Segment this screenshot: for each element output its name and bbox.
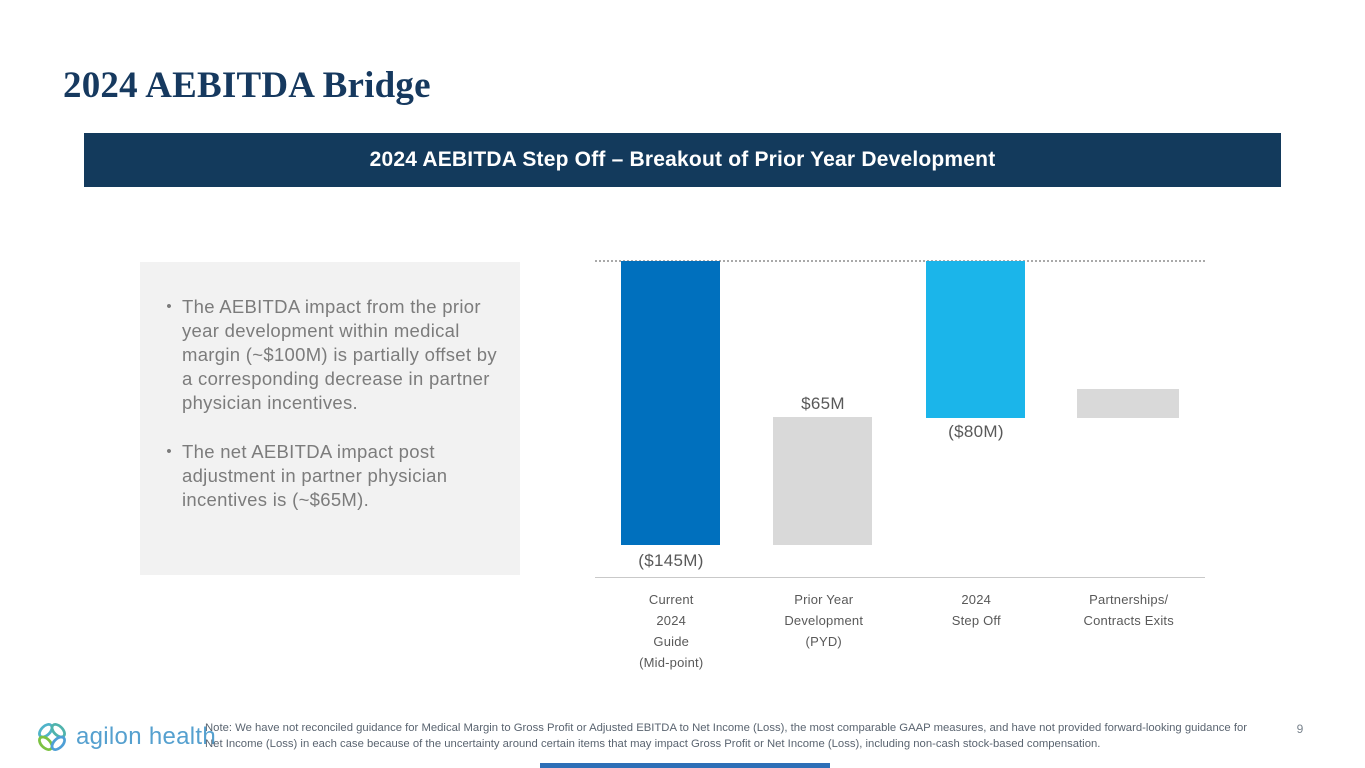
bullet-text: The net AEBITDA impact post adjustment i… <box>182 441 448 510</box>
category-label-line: Development <box>784 613 864 628</box>
x-axis-line <box>595 577 1205 578</box>
page-title: 2024 AEBITDA Bridge <box>63 65 431 106</box>
data-label-step-off: ($80M) <box>948 422 1004 441</box>
reconciliation-footnote: Note: We have not reconciled guidance fo… <box>205 722 1247 750</box>
aebitda-bridge-chart: ($145M) $65M ($80M) Current 2024 Guide (… <box>595 255 1205 695</box>
scrollbar-thumb[interactable] <box>540 763 830 768</box>
zero-baseline-dotted-line <box>595 260 1205 262</box>
category-label-line: Prior Year <box>794 592 854 607</box>
category-label-line: Current <box>648 592 694 607</box>
category-label-partnerships-exits: Partnerships/ Contracts Exits <box>1053 589 1206 673</box>
category-label-line: Step Off <box>951 613 1001 628</box>
category-label-pyd: Prior Year Development (PYD) <box>748 589 901 673</box>
bullet-text: The AEBITDA impact from the prior year d… <box>182 296 497 413</box>
bullet-item: • The net AEBITDA impact post adjustment… <box>156 440 498 512</box>
category-label-line: 2024 <box>961 592 992 607</box>
agilon-health-logo: agilon health <box>34 719 216 755</box>
category-label-line: (Mid-point) <box>639 655 704 670</box>
page-number: 9 <box>1296 722 1304 736</box>
bar-partnerships-contracts-exits <box>1077 389 1179 418</box>
bar-2024-step-off <box>926 261 1025 418</box>
category-label-line: (PYD) <box>805 634 842 649</box>
category-label-line: Contracts Exits <box>1083 613 1174 628</box>
category-axis-labels: Current 2024 Guide (Mid-point) Prior Yea… <box>595 589 1205 673</box>
commentary-box: • The AEBITDA impact from the prior year… <box>140 262 520 575</box>
category-label-line: Guide <box>653 634 690 649</box>
data-label-pyd: $65M <box>801 394 845 413</box>
category-label-current-guide: Current 2024 Guide (Mid-point) <box>595 589 748 673</box>
bullet-icon: • <box>166 298 172 315</box>
bullet-icon: • <box>166 443 172 460</box>
category-label-line: Partnerships/ <box>1089 592 1169 607</box>
category-label-line: 2024 <box>656 613 687 628</box>
data-label-current-guide: ($145M) <box>638 551 704 570</box>
section-banner-title: 2024 AEBITDA Step Off – Breakout of Prio… <box>369 148 996 171</box>
logo-wordmark: agilon health <box>76 723 217 750</box>
agilon-clover-icon <box>38 723 66 751</box>
bullet-item: • The AEBITDA impact from the prior year… <box>156 295 498 415</box>
category-label-step-off: 2024 Step Off <box>900 589 1053 673</box>
section-banner: 2024 AEBITDA Step Off – Breakout of Prio… <box>84 133 1281 187</box>
bar-prior-year-development <box>773 417 872 545</box>
bar-current-2024-guide <box>621 261 720 545</box>
